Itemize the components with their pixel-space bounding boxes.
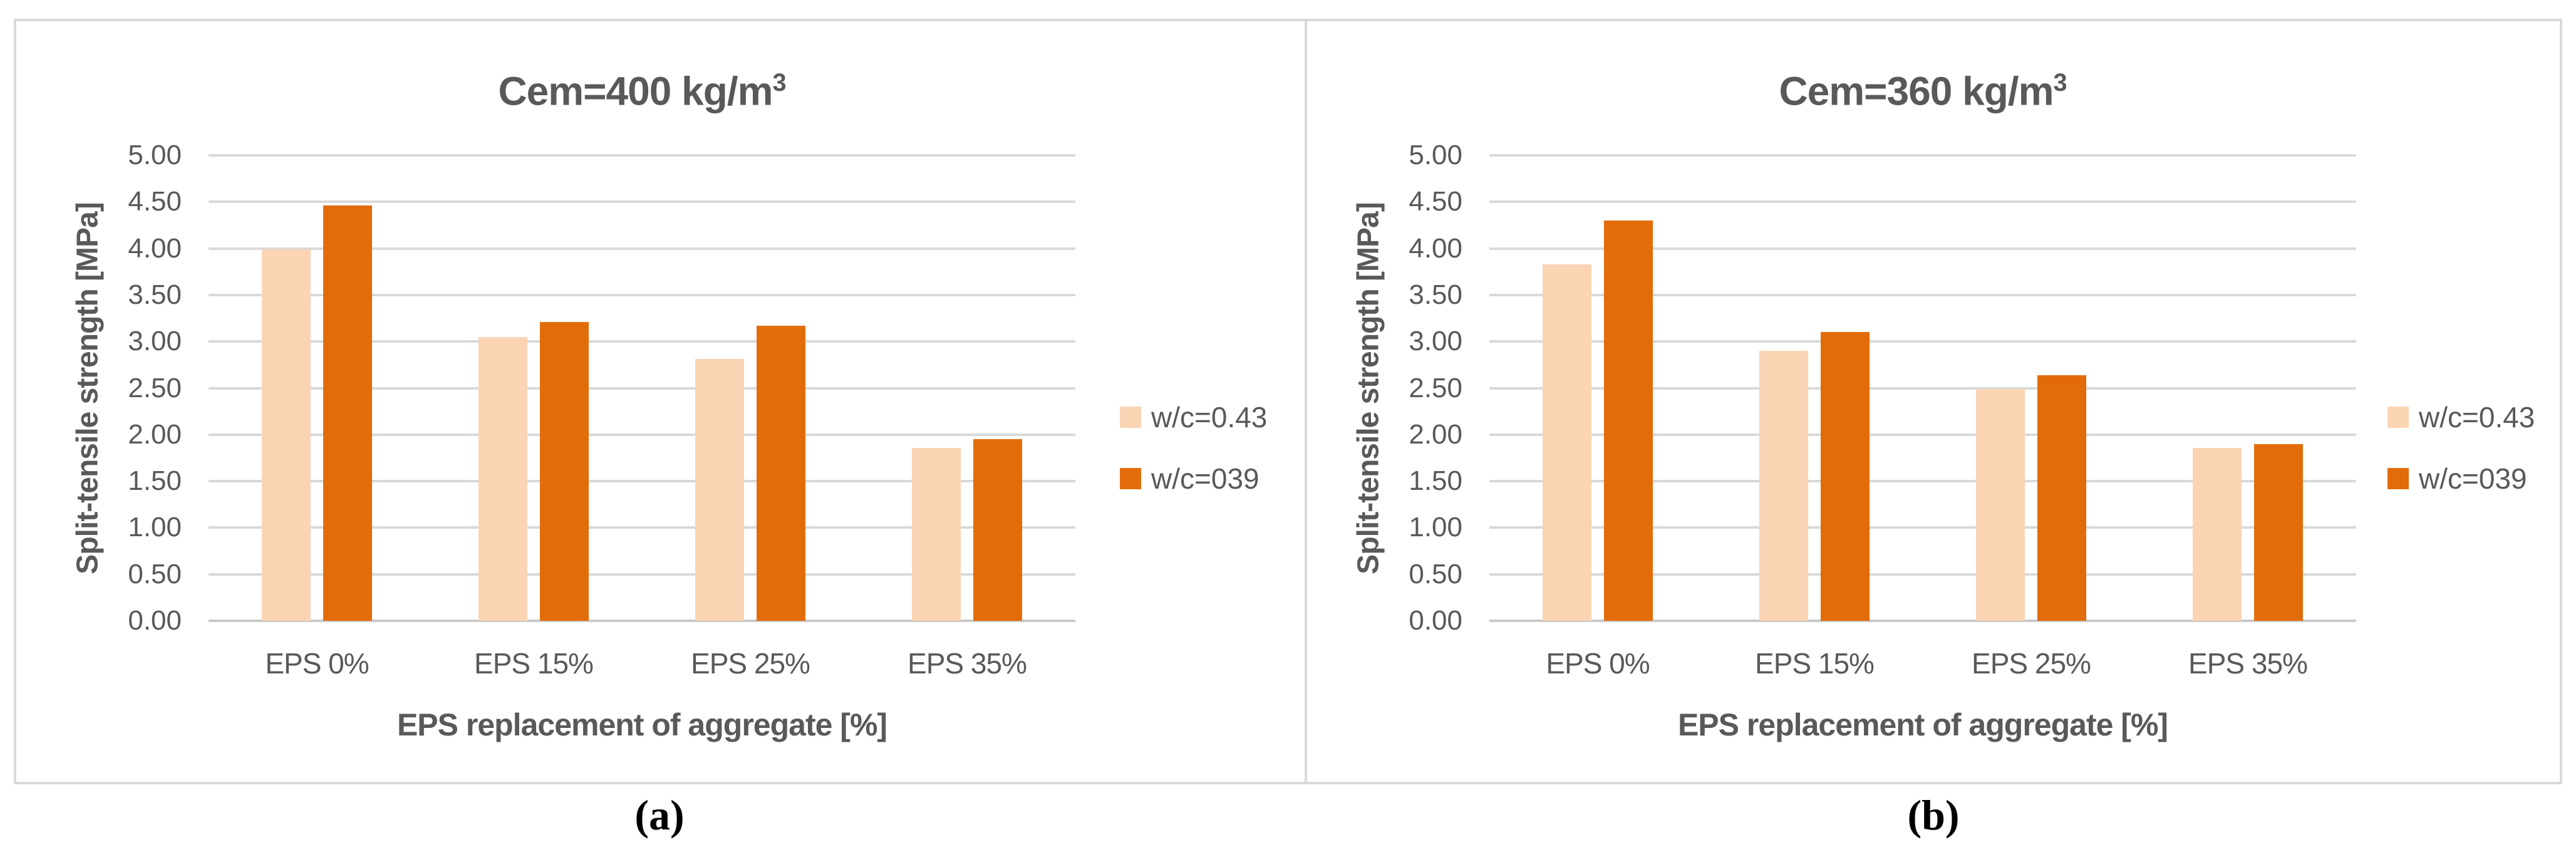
bar-w-c-0-43-eps-15 xyxy=(1759,351,1808,621)
y-tick-3.00: 3.00 xyxy=(1409,326,1462,357)
gridline-1.00 xyxy=(209,526,1075,529)
y-tick-3.00: 3.00 xyxy=(128,326,182,357)
y-tick-1.50: 1.50 xyxy=(128,465,182,497)
y-tick-4.00: 4.00 xyxy=(1409,232,1462,264)
x-category-eps-25: EPS 25% xyxy=(1972,647,2091,680)
gridline-5.00 xyxy=(209,154,1075,157)
caption-a: (a) xyxy=(634,791,685,839)
panel-divider xyxy=(1305,19,1307,784)
legend-swatch-w-c-039 xyxy=(2387,468,2409,489)
legend-entry-w-c-039: w/c=039 xyxy=(1120,462,1267,495)
y-tick-1.00: 1.00 xyxy=(128,512,182,543)
y-tick-2.50: 2.50 xyxy=(1409,372,1462,403)
x-category-eps-35: EPS 35% xyxy=(2188,647,2308,680)
x-category-eps-0: EPS 0% xyxy=(265,647,369,680)
gridline-2.50 xyxy=(209,387,1075,390)
gridline-2.50 xyxy=(1489,387,2356,390)
x-category-eps-35: EPS 35% xyxy=(908,647,1027,680)
legend-label-w-c-039: w/c=039 xyxy=(2419,462,2527,495)
gridline-3.50 xyxy=(1489,293,2356,296)
bar-w-c-0-43-eps-25 xyxy=(1976,389,2025,621)
chart-a-legend: w/c=0.43 w/c=039 xyxy=(1120,401,1267,524)
gridline-1.50 xyxy=(209,480,1075,483)
gridline-0.00 xyxy=(1489,620,2356,622)
y-tick-0.50: 0.50 xyxy=(128,558,182,589)
bar-w-c-039-eps-15 xyxy=(540,322,589,621)
bar-w-c-0-43-eps-35 xyxy=(912,447,961,621)
gridline-0.50 xyxy=(209,573,1075,576)
y-tick-1.50: 1.50 xyxy=(1409,465,1462,497)
bar-w-c-039-eps-15 xyxy=(1821,332,1870,621)
legend-label-w-c-039: w/c=039 xyxy=(1151,462,1260,495)
gridline-4.00 xyxy=(1489,247,2356,250)
gridline-3.50 xyxy=(209,293,1075,296)
bar-w-c-039-eps-25 xyxy=(2037,375,2086,621)
gridline-1.00 xyxy=(1489,526,2356,529)
gridline-2.00 xyxy=(1489,433,2356,436)
y-tick-4.50: 4.50 xyxy=(1409,186,1462,217)
y-tick-0.50: 0.50 xyxy=(1409,558,1462,589)
gridline-4.00 xyxy=(209,247,1075,250)
y-tick-3.50: 3.50 xyxy=(128,279,182,310)
gridline-0.50 xyxy=(1489,573,2356,576)
bar-w-c-039-eps-35 xyxy=(2254,444,2303,621)
bar-w-c-0-43-eps-15 xyxy=(478,336,527,621)
chart-b-x-axis-title: EPS replacement of aggregate [%] xyxy=(1677,707,2168,742)
legend-swatch-w-c-0-43 xyxy=(1120,407,1141,428)
bar-w-c-0-43-eps-35 xyxy=(2193,447,2242,621)
figure-border xyxy=(14,19,2562,784)
y-tick-1.00: 1.00 xyxy=(1409,512,1462,543)
chart-a-title-text: Cem=400 kg/m xyxy=(498,68,773,114)
legend-swatch-w-c-0-43 xyxy=(2387,407,2409,428)
chart-b-legend: w/c=0.43 w/c=039 xyxy=(2387,401,2535,524)
y-tick-0.00: 0.00 xyxy=(128,605,182,636)
bar-w-c-0-43-eps-25 xyxy=(695,359,744,621)
legend-label-w-c-0-43: w/c=0.43 xyxy=(1151,401,1268,433)
bar-w-c-039-eps-0 xyxy=(323,205,372,621)
chart-b-title: Cem=360 kg/m3 xyxy=(1489,58,2356,116)
chart-a-plot-area xyxy=(209,154,1075,622)
y-tick-3.50: 3.50 xyxy=(1409,279,1462,310)
y-tick-2.00: 2.00 xyxy=(128,418,182,450)
gridline-3.00 xyxy=(1489,340,2356,343)
y-tick-0.00: 0.00 xyxy=(1409,605,1462,636)
chart-b-plot-area xyxy=(1489,154,2356,622)
gridline-3.00 xyxy=(209,340,1075,343)
gridline-4.50 xyxy=(1489,200,2356,204)
chart-a-x-axis-title: EPS replacement of aggregate [%] xyxy=(396,707,887,742)
x-category-eps-15: EPS 15% xyxy=(474,647,594,680)
bar-w-c-039-eps-0 xyxy=(1604,221,1653,621)
legend-entry-w-c-0-43: w/c=0.43 xyxy=(1120,401,1267,433)
legend-entry-w-c-039: w/c=039 xyxy=(2387,462,2535,495)
gridline-0.00 xyxy=(209,620,1075,622)
bar-w-c-0-43-eps-0 xyxy=(262,249,311,621)
y-tick-2.00: 2.00 xyxy=(1409,418,1462,450)
chart-a-title-superscript: 3 xyxy=(772,69,786,96)
y-tick-5.00: 5.00 xyxy=(128,140,182,170)
x-category-eps-0: EPS 0% xyxy=(1546,647,1650,680)
y-tick-4.50: 4.50 xyxy=(128,186,182,217)
bar-w-c-039-eps-25 xyxy=(757,325,805,621)
gridline-4.50 xyxy=(209,200,1075,204)
legend-swatch-w-c-039 xyxy=(1120,468,1141,489)
y-tick-4.00: 4.00 xyxy=(128,232,182,264)
chart-b-title-text: Cem=360 kg/m xyxy=(1779,68,2054,114)
gridline-5.00 xyxy=(1489,154,2356,157)
x-category-eps-15: EPS 15% xyxy=(1755,647,1875,680)
y-tick-2.50: 2.50 xyxy=(128,372,182,403)
legend-label-w-c-0-43: w/c=0.43 xyxy=(2419,401,2535,433)
legend-entry-w-c-0-43: w/c=0.43 xyxy=(2387,401,2535,433)
chart-a-title: Cem=400 kg/m3 xyxy=(209,58,1075,116)
gridline-1.50 xyxy=(1489,480,2356,483)
caption-b: (b) xyxy=(1907,791,1960,839)
x-category-eps-25: EPS 25% xyxy=(691,647,810,680)
bar-w-c-0-43-eps-0 xyxy=(1543,264,1591,621)
gridline-2.00 xyxy=(209,433,1075,436)
bar-w-c-039-eps-35 xyxy=(973,439,1022,621)
y-tick-5.00: 5.00 xyxy=(1409,140,1462,170)
chart-b-title-superscript: 3 xyxy=(2053,69,2067,96)
